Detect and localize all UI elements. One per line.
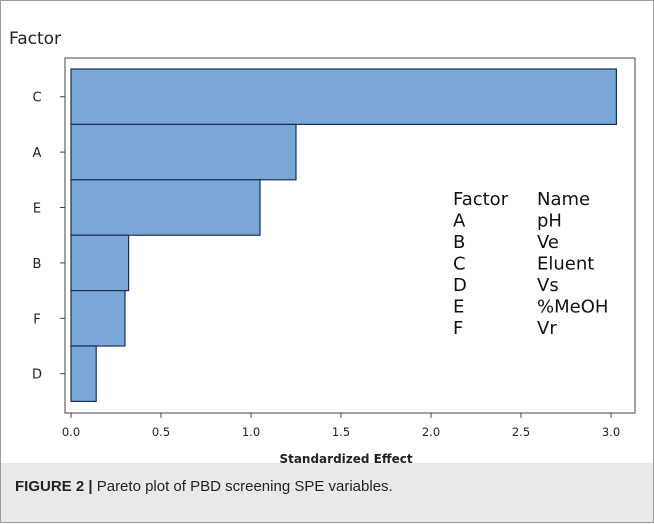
- bar-D: [70, 345, 97, 403]
- x-tick-label: 2.0: [422, 425, 440, 439]
- x-axis-title: Standardized Effect: [279, 452, 412, 466]
- bar-F: [70, 290, 126, 347]
- caption-label: FIGURE 2 |: [15, 478, 93, 495]
- legend-factor-name: Eluent: [537, 254, 594, 275]
- x-tick-label: 2.5: [512, 425, 530, 439]
- y-axis-title: Factor: [9, 29, 61, 49]
- factor-name-table: Factor Name A pH B Ve C Eluent D Vs E %MeOH F Vr: [453, 189, 608, 339]
- legend-factor-name: %MeOH: [537, 297, 608, 318]
- y-tick-label-B: B: [33, 257, 42, 272]
- bar-E: [70, 179, 261, 236]
- y-tick-label-D: D: [32, 368, 42, 383]
- y-tick-label-E: E: [33, 202, 41, 217]
- y-tick-label-F: F: [33, 312, 40, 327]
- legend-factor-name: Vr: [537, 318, 557, 339]
- y-tick-label-C: C: [32, 91, 41, 106]
- bar-B: [70, 234, 130, 292]
- bar-A: [70, 123, 297, 181]
- legend-factor-name: Ve: [537, 232, 559, 253]
- figure-caption: FIGURE 2 | Pareto plot of PBD screening …: [15, 478, 393, 495]
- legend-header-name: Name: [537, 189, 590, 210]
- x-tick-label: 3.0: [602, 425, 620, 439]
- caption-band: [1, 463, 653, 522]
- y-tick-label-A: A: [33, 146, 42, 161]
- x-tick-label: 1.5: [332, 425, 350, 439]
- legend-factor-code: A: [453, 211, 466, 232]
- x-tick-label: 1.0: [242, 425, 260, 439]
- legend-factor-code: B: [453, 232, 465, 253]
- legend-factor-code: C: [453, 254, 466, 275]
- x-tick-label: 0.0: [62, 425, 80, 439]
- legend-factor-code: E: [453, 297, 464, 318]
- bar-C: [70, 68, 618, 126]
- x-tick-label: 0.5: [152, 425, 170, 439]
- legend-factor-code: D: [453, 275, 467, 296]
- legend-factor-name: Vs: [537, 275, 559, 296]
- caption-text: Pareto plot of PBD screening SPE variabl…: [96, 478, 393, 495]
- legend-factor-name: pH: [537, 211, 562, 232]
- legend-header-factor: Factor: [453, 189, 509, 210]
- legend-factor-code: F: [453, 318, 463, 339]
- plot-area-frame: [64, 57, 636, 414]
